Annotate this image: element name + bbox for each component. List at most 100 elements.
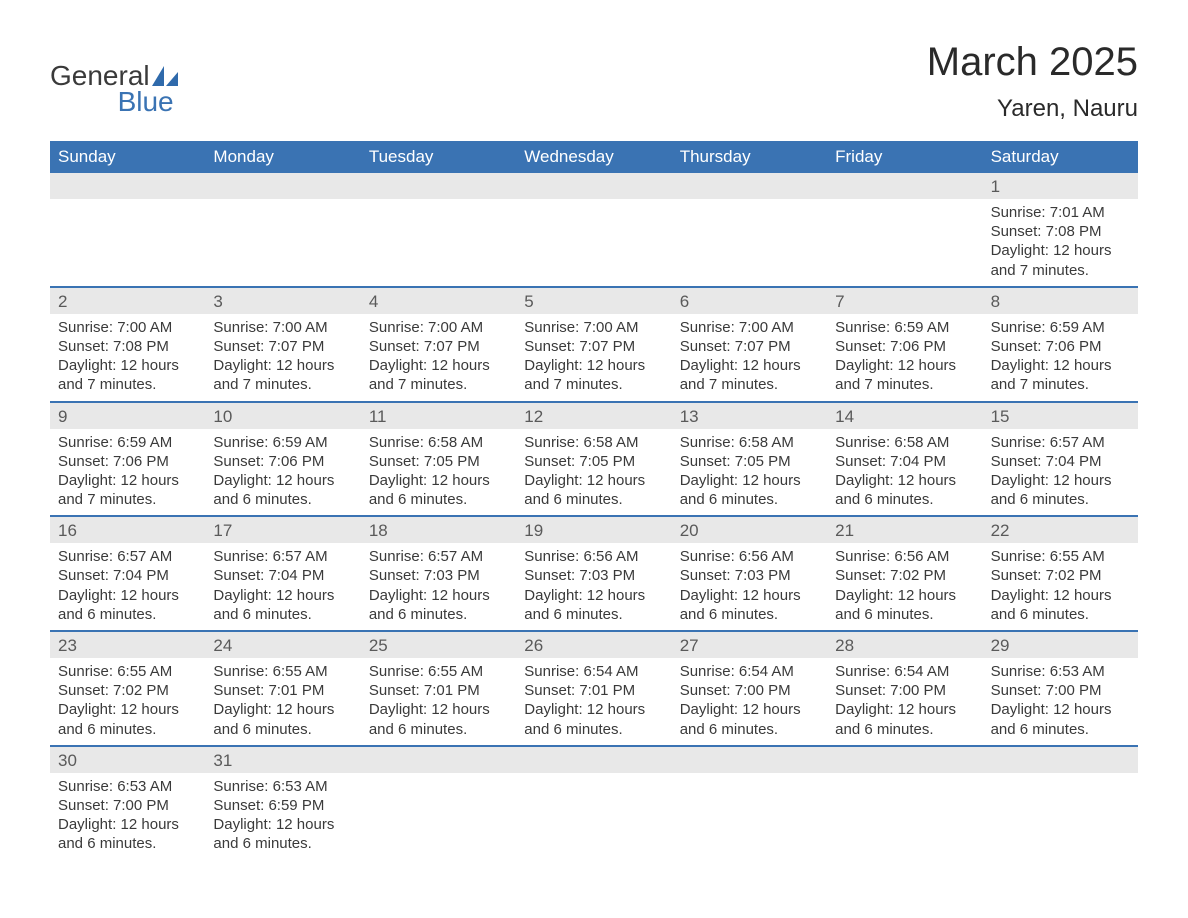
day-number: 10 xyxy=(205,403,360,429)
day-number: 18 xyxy=(361,517,516,543)
sunrise: Sunrise: 6:53 AM xyxy=(991,662,1130,681)
sunrise: Sunrise: 6:55 AM xyxy=(213,662,352,681)
daylight: Daylight: 12 hours and 6 minutes. xyxy=(213,471,352,509)
daylight: Daylight: 12 hours and 6 minutes. xyxy=(369,586,508,624)
sunrise: Sunrise: 6:55 AM xyxy=(58,662,197,681)
day-cell: Sunrise: 7:00 AMSunset: 7:07 PMDaylight:… xyxy=(516,314,671,401)
day-cell xyxy=(672,773,827,860)
sunrise: Sunrise: 6:58 AM xyxy=(524,433,663,452)
day-cell: Sunrise: 7:00 AMSunset: 7:07 PMDaylight:… xyxy=(361,314,516,401)
day-number: 24 xyxy=(205,632,360,658)
sunrise: Sunrise: 6:57 AM xyxy=(58,547,197,566)
day-cell xyxy=(827,199,982,286)
daylight: Daylight: 12 hours and 7 minutes. xyxy=(680,356,819,394)
day-cell: Sunrise: 6:56 AMSunset: 7:03 PMDaylight:… xyxy=(516,543,671,630)
day-cell: Sunrise: 6:56 AMSunset: 7:03 PMDaylight:… xyxy=(672,543,827,630)
daylight: Daylight: 12 hours and 7 minutes. xyxy=(991,356,1130,394)
day-cell: Sunrise: 6:57 AMSunset: 7:04 PMDaylight:… xyxy=(50,543,205,630)
sunset: Sunset: 7:08 PM xyxy=(58,337,197,356)
dow-wednesday: Wednesday xyxy=(516,141,671,173)
day-number: 3 xyxy=(205,288,360,314)
sail-icon xyxy=(152,66,178,86)
sunrise: Sunrise: 6:58 AM xyxy=(369,433,508,452)
day-cell: Sunrise: 7:00 AMSunset: 7:07 PMDaylight:… xyxy=(205,314,360,401)
day-cell: Sunrise: 6:57 AMSunset: 7:04 PMDaylight:… xyxy=(205,543,360,630)
day-number: 5 xyxy=(516,288,671,314)
day-number: 20 xyxy=(672,517,827,543)
day-cell xyxy=(983,773,1138,860)
day-number-row: 16171819202122 xyxy=(50,517,1138,543)
sunset: Sunset: 7:01 PM xyxy=(369,681,508,700)
day-number xyxy=(205,173,360,199)
sunset: Sunset: 7:05 PM xyxy=(680,452,819,471)
logo-text-blue: Blue xyxy=(50,86,178,118)
day-number xyxy=(361,747,516,773)
day-cell: Sunrise: 6:53 AMSunset: 7:00 PMDaylight:… xyxy=(983,658,1138,745)
sunset: Sunset: 7:00 PM xyxy=(680,681,819,700)
daylight: Daylight: 12 hours and 7 minutes. xyxy=(369,356,508,394)
day-number: 22 xyxy=(983,517,1138,543)
day-cell: Sunrise: 6:59 AMSunset: 7:06 PMDaylight:… xyxy=(50,429,205,516)
sunset: Sunset: 7:02 PM xyxy=(991,566,1130,585)
daylight: Daylight: 12 hours and 6 minutes. xyxy=(835,471,974,509)
sunrise: Sunrise: 6:56 AM xyxy=(835,547,974,566)
title-block: March 2025 Yaren, Nauru xyxy=(927,40,1138,123)
day-cell: Sunrise: 6:59 AMSunset: 7:06 PMDaylight:… xyxy=(983,314,1138,401)
daylight: Daylight: 12 hours and 7 minutes. xyxy=(58,356,197,394)
sunrise: Sunrise: 7:00 AM xyxy=(58,318,197,337)
daylight: Daylight: 12 hours and 6 minutes. xyxy=(524,586,663,624)
sunrise: Sunrise: 6:57 AM xyxy=(369,547,508,566)
day-cell xyxy=(361,773,516,860)
day-number: 12 xyxy=(516,403,671,429)
day-cell: Sunrise: 7:01 AMSunset: 7:08 PMDaylight:… xyxy=(983,199,1138,286)
logo: General Blue xyxy=(50,40,178,118)
sunset: Sunset: 7:02 PM xyxy=(58,681,197,700)
sunset: Sunset: 7:04 PM xyxy=(213,566,352,585)
day-number xyxy=(516,747,671,773)
sunset: Sunset: 7:06 PM xyxy=(58,452,197,471)
day-number: 15 xyxy=(983,403,1138,429)
day-cell: Sunrise: 6:55 AMSunset: 7:01 PMDaylight:… xyxy=(361,658,516,745)
week-row: 9101112131415Sunrise: 6:59 AMSunset: 7:0… xyxy=(50,403,1138,518)
sunrise: Sunrise: 6:53 AM xyxy=(58,777,197,796)
sunrise: Sunrise: 6:59 AM xyxy=(991,318,1130,337)
day-number: 21 xyxy=(827,517,982,543)
day-number xyxy=(983,747,1138,773)
dow-friday: Friday xyxy=(827,141,982,173)
day-cell: Sunrise: 6:59 AMSunset: 7:06 PMDaylight:… xyxy=(827,314,982,401)
day-cell: Sunrise: 6:54 AMSunset: 7:01 PMDaylight:… xyxy=(516,658,671,745)
day-number xyxy=(827,747,982,773)
sunrise: Sunrise: 6:54 AM xyxy=(680,662,819,681)
sunset: Sunset: 7:07 PM xyxy=(524,337,663,356)
day-cell xyxy=(205,199,360,286)
dow-header: SundayMondayTuesdayWednesdayThursdayFrid… xyxy=(50,141,1138,173)
day-number xyxy=(361,173,516,199)
daylight: Daylight: 12 hours and 6 minutes. xyxy=(991,586,1130,624)
sunset: Sunset: 7:07 PM xyxy=(680,337,819,356)
sunset: Sunset: 7:07 PM xyxy=(213,337,352,356)
daylight: Daylight: 12 hours and 6 minutes. xyxy=(58,700,197,738)
dow-sunday: Sunday xyxy=(50,141,205,173)
dow-thursday: Thursday xyxy=(672,141,827,173)
sunrise: Sunrise: 7:00 AM xyxy=(369,318,508,337)
day-number: 11 xyxy=(361,403,516,429)
day-number: 4 xyxy=(361,288,516,314)
sunrise: Sunrise: 6:55 AM xyxy=(369,662,508,681)
sunset: Sunset: 7:05 PM xyxy=(524,452,663,471)
daylight: Daylight: 12 hours and 6 minutes. xyxy=(680,471,819,509)
day-cell: Sunrise: 7:00 AMSunset: 7:08 PMDaylight:… xyxy=(50,314,205,401)
sunrise: Sunrise: 6:59 AM xyxy=(835,318,974,337)
day-cell: Sunrise: 6:58 AMSunset: 7:05 PMDaylight:… xyxy=(672,429,827,516)
day-cell: Sunrise: 6:58 AMSunset: 7:04 PMDaylight:… xyxy=(827,429,982,516)
sunrise: Sunrise: 6:53 AM xyxy=(213,777,352,796)
day-number: 19 xyxy=(516,517,671,543)
sunset: Sunset: 7:07 PM xyxy=(369,337,508,356)
daylight: Daylight: 12 hours and 6 minutes. xyxy=(213,700,352,738)
daylight: Daylight: 12 hours and 6 minutes. xyxy=(58,586,197,624)
day-cell xyxy=(516,773,671,860)
day-cell: Sunrise: 6:56 AMSunset: 7:02 PMDaylight:… xyxy=(827,543,982,630)
day-number: 28 xyxy=(827,632,982,658)
sunset: Sunset: 7:03 PM xyxy=(680,566,819,585)
sunrise: Sunrise: 6:59 AM xyxy=(58,433,197,452)
day-cell xyxy=(516,199,671,286)
